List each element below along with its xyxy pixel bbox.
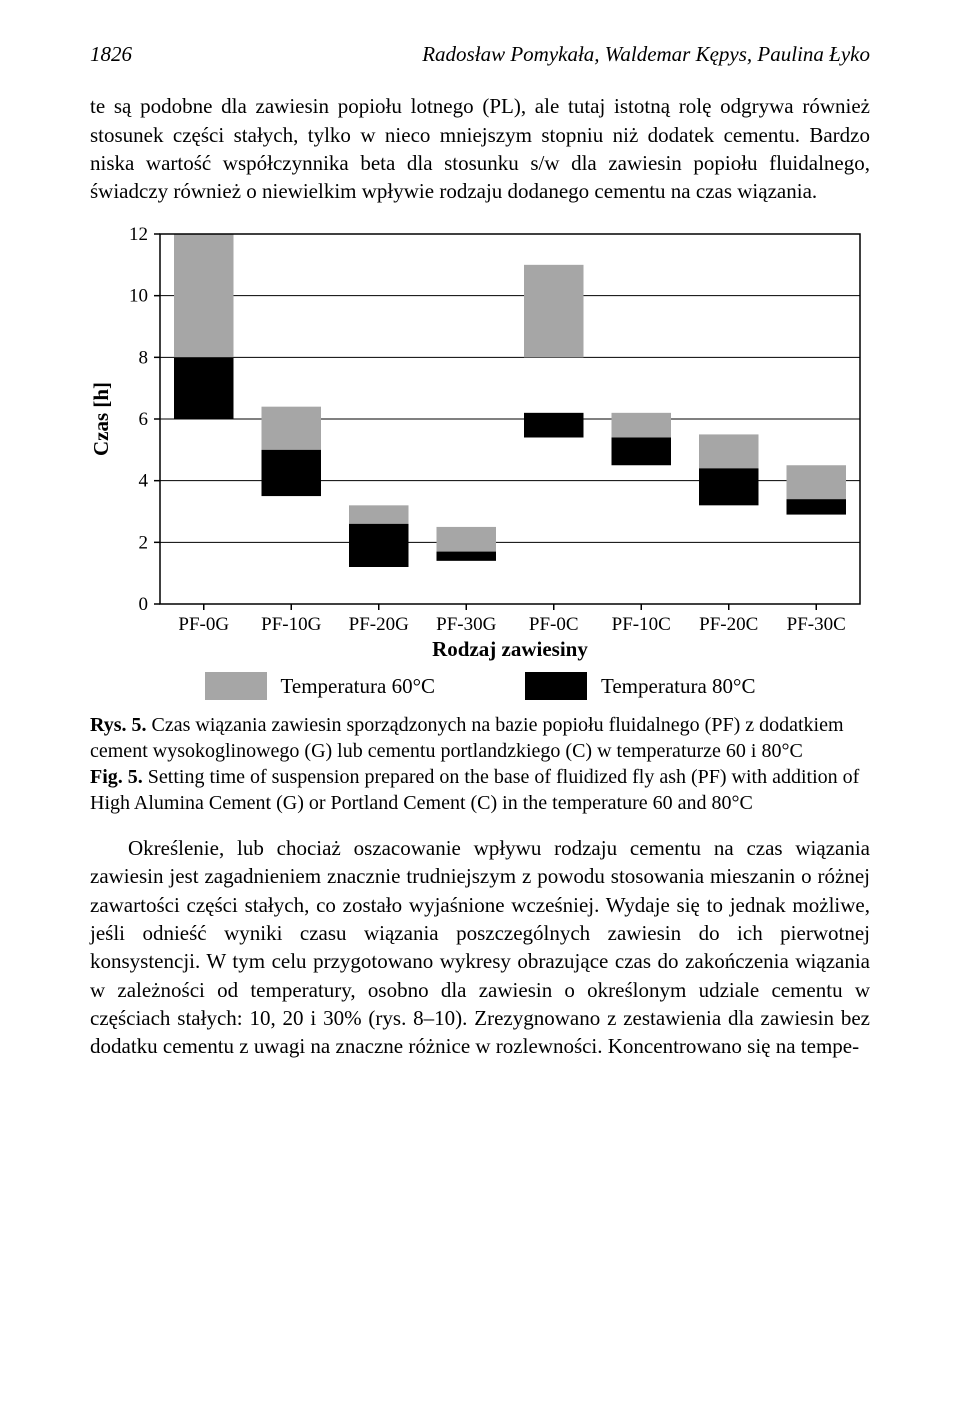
svg-text:0: 0 (139, 594, 149, 615)
svg-text:PF-30G: PF-30G (436, 614, 496, 635)
header-authors: Radosław Pomykała, Waldemar Kępys, Pauli… (422, 40, 870, 68)
caption-rys-text: Czas wiązania zawiesin sporządzonych na … (90, 714, 844, 762)
caption-rys-label: Rys. 5. (90, 714, 147, 736)
page: 1826 Radosław Pomykała, Waldemar Kępys, … (0, 0, 960, 1139)
caption-fig-label: Fig. 5. (90, 766, 143, 788)
chart-legend: Temperatura 60°C Temperatura 80°C (90, 672, 870, 700)
svg-text:PF-10G: PF-10G (261, 614, 321, 635)
svg-text:12: 12 (129, 224, 148, 245)
svg-text:PF-30C: PF-30C (787, 614, 846, 635)
svg-text:6: 6 (139, 409, 149, 430)
svg-text:4: 4 (139, 470, 149, 491)
page-number: 1826 (90, 40, 132, 68)
svg-text:PF-10C: PF-10C (612, 614, 671, 635)
paragraph-2: Określenie, lub chociaż oszacowanie wpły… (90, 834, 870, 1061)
svg-text:8: 8 (139, 347, 149, 368)
svg-text:PF-0C: PF-0C (529, 614, 579, 635)
legend-item-60: Temperatura 60°C (205, 672, 435, 700)
svg-text:PF-20G: PF-20G (349, 614, 409, 635)
svg-text:2: 2 (139, 532, 149, 553)
running-header: 1826 Radosław Pomykała, Waldemar Kępys, … (90, 40, 870, 68)
chart-svg: 0 2 4 6 8 10 12 PF-0G PF-10G PF-20G PF-30G PF-0C PF-… (90, 224, 870, 664)
paragraph-1: te są podobne dla zawiesin popiołu lotne… (90, 92, 870, 205)
legend-label-80: Temperatura 80°C (601, 672, 755, 700)
svg-text:Rodzaj zawiesiny: Rodzaj zawiesiny (432, 637, 588, 661)
caption-fig-text: Setting time of suspension prepared on t… (90, 766, 859, 814)
legend-swatch-80 (525, 672, 587, 700)
legend-item-80: Temperatura 80°C (525, 672, 755, 700)
setting-time-chart: 0 2 4 6 8 10 12 PF-0G PF-10G PF-20G PF-30G PF-0C PF-… (90, 224, 870, 700)
svg-text:10: 10 (129, 285, 148, 306)
legend-label-60: Temperatura 60°C (281, 672, 435, 700)
svg-text:Czas [h]: Czas [h] (90, 382, 113, 456)
svg-text:PF-20C: PF-20C (699, 614, 758, 635)
svg-text:PF-0G: PF-0G (178, 614, 229, 635)
figure-caption: Rys. 5. Czas wiązania zawiesin sporządzo… (90, 712, 870, 816)
legend-swatch-60 (205, 672, 267, 700)
